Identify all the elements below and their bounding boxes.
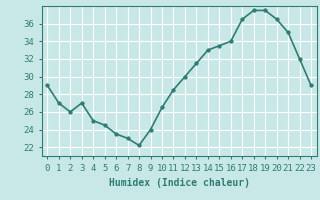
- X-axis label: Humidex (Indice chaleur): Humidex (Indice chaleur): [109, 178, 250, 188]
